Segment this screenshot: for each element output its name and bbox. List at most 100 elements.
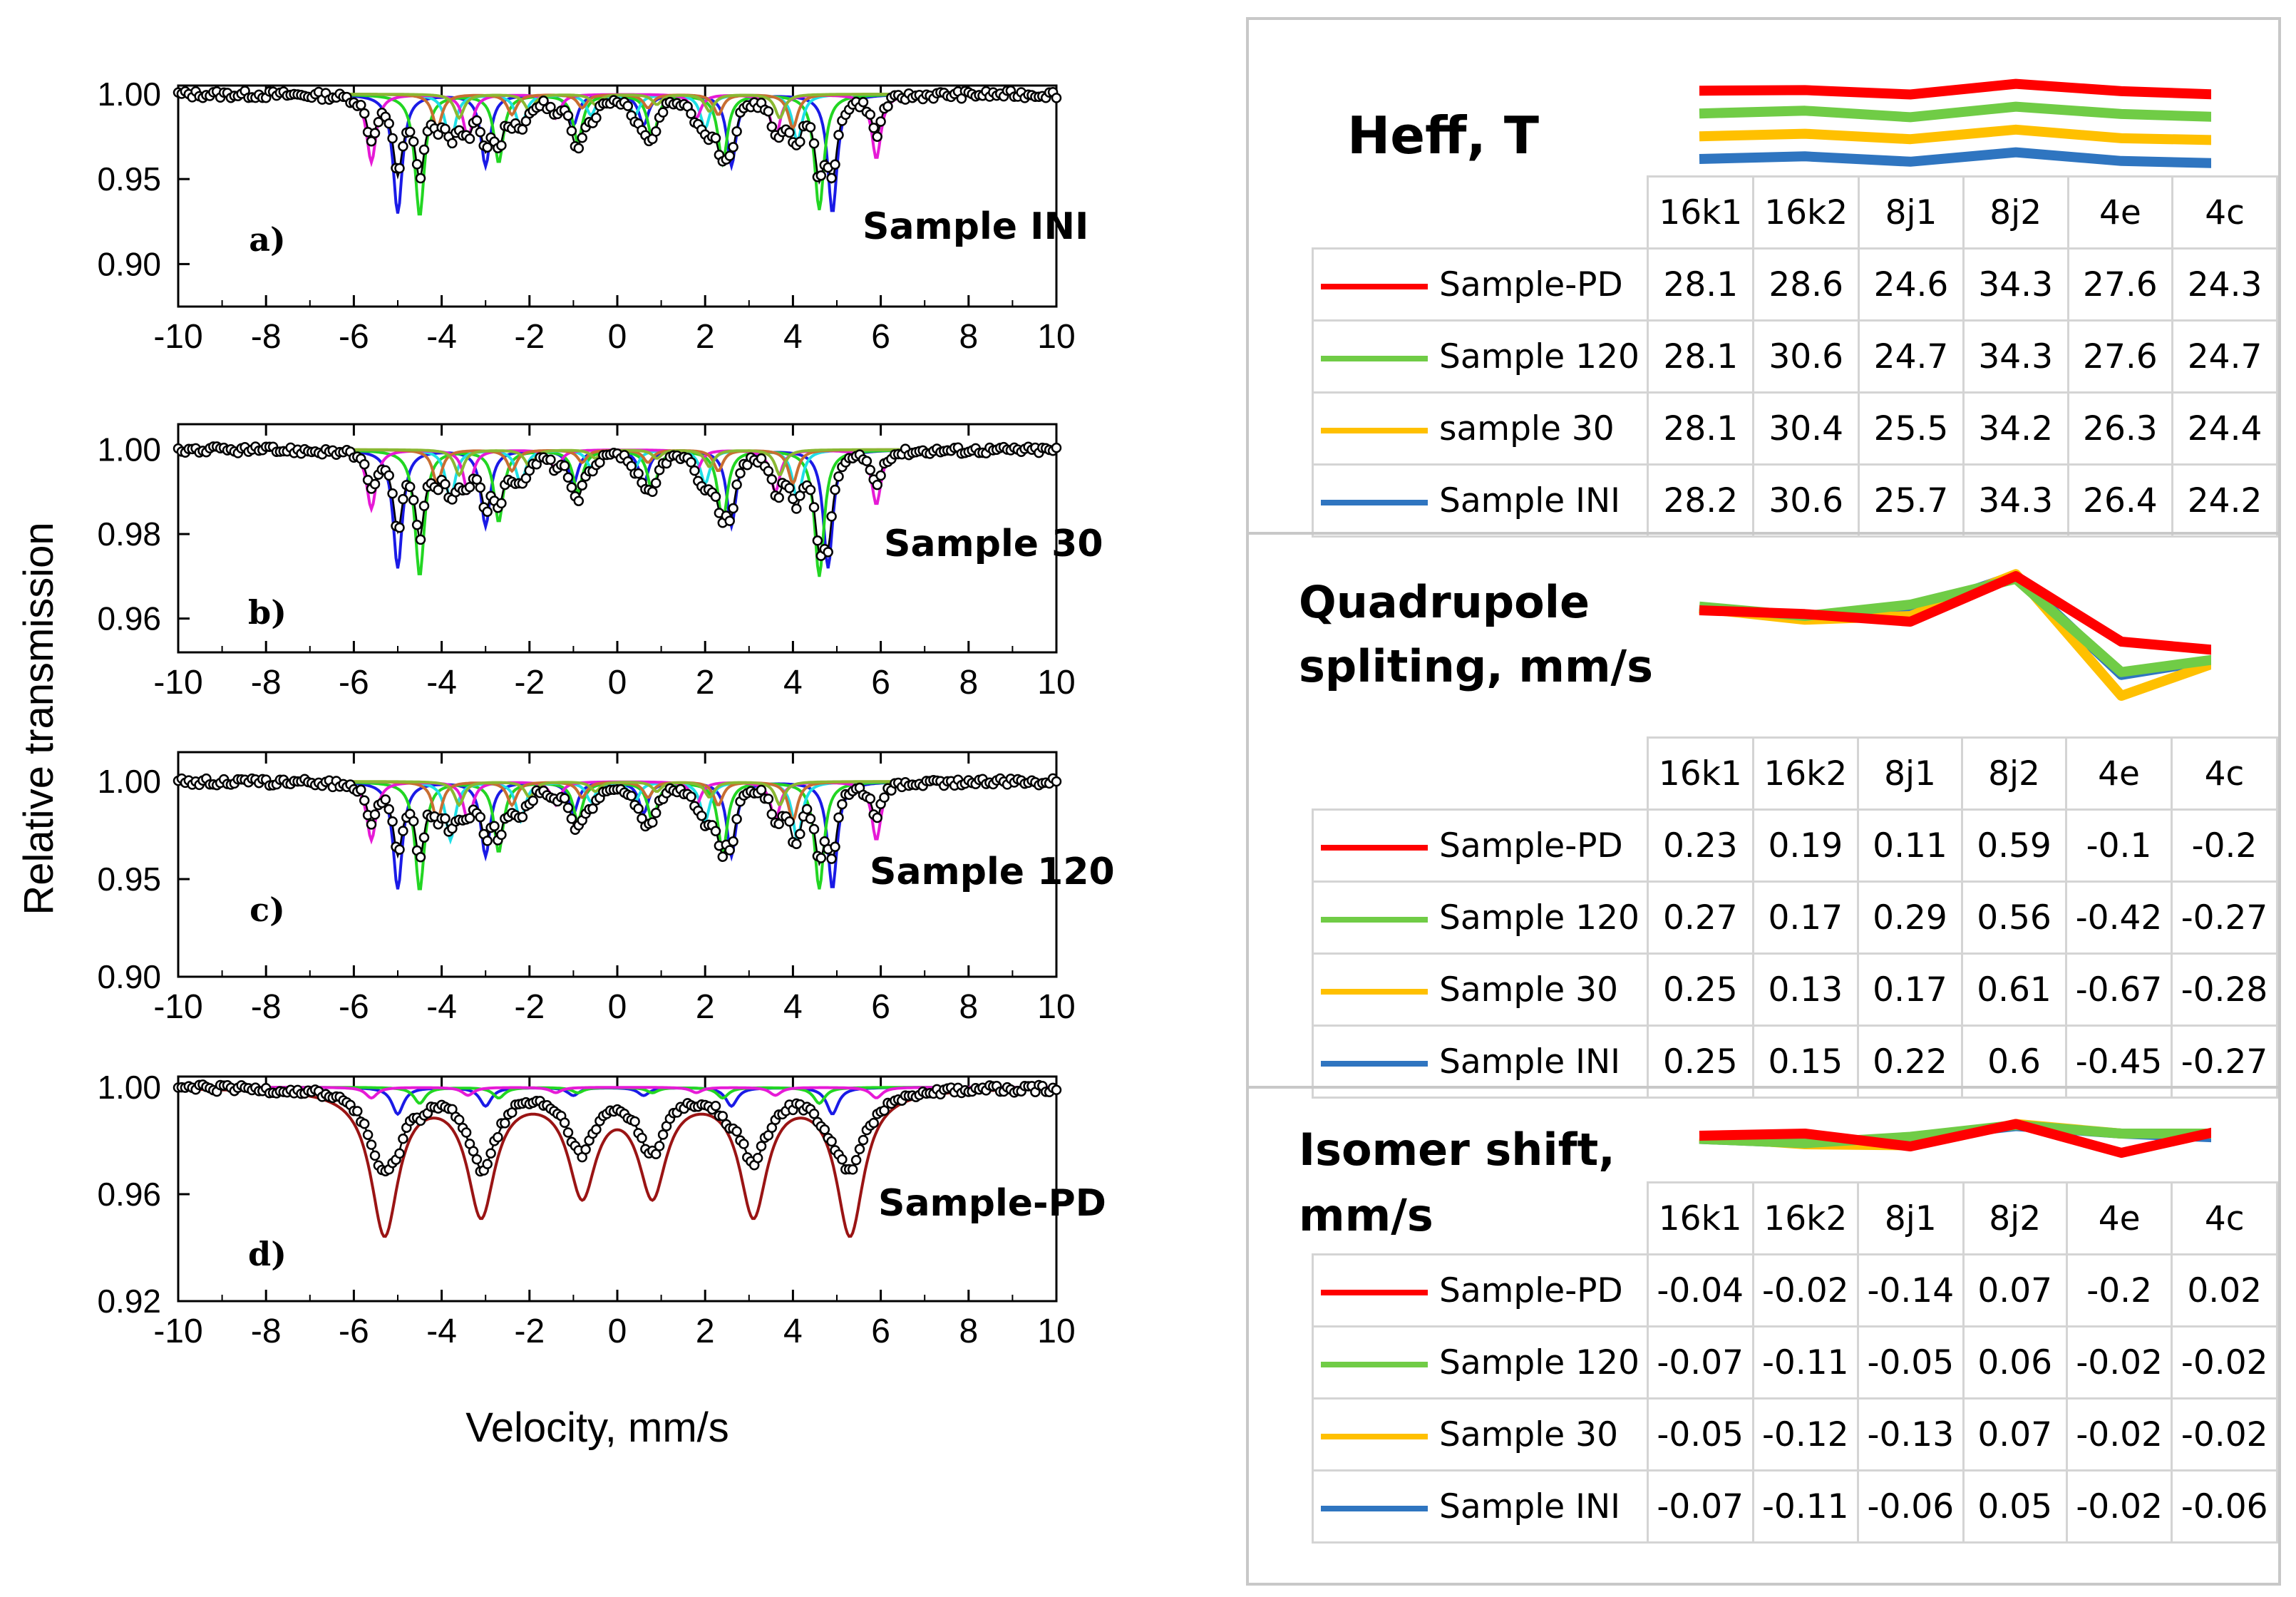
data-point <box>559 461 570 471</box>
data-point <box>808 502 820 513</box>
data-point <box>562 472 574 483</box>
data-point <box>573 495 585 506</box>
column-header: 4e <box>2066 175 2174 250</box>
data-point <box>482 142 493 153</box>
series-label: Sample 120 <box>1311 880 1649 955</box>
table-cell: -0.42 <box>2065 880 2173 955</box>
data-point <box>791 838 802 850</box>
data-point <box>577 480 587 491</box>
table-cell: 0.61 <box>1961 952 2068 1027</box>
data-point <box>538 96 549 106</box>
data-point <box>562 110 574 121</box>
data-point <box>865 464 876 476</box>
quadrupole-table: 16k1 16k2 8j1 8j2 4e 4c Sample-PD 0.23 0… <box>1311 736 2279 1099</box>
data-point <box>812 535 823 546</box>
data-point <box>858 96 869 108</box>
trend-line <box>1699 574 2211 677</box>
table-cell: -0.2 <box>2170 808 2279 883</box>
table-row: Sample 30 -0.05 -0.12 -0.13 0.07 -0.02 -… <box>1312 1397 2278 1472</box>
table-cell: 0.11 <box>1856 808 1964 883</box>
table-cell: -0.02 <box>2171 1397 2278 1472</box>
data-point <box>868 123 879 133</box>
data-point <box>464 813 475 823</box>
data-point <box>731 1126 742 1137</box>
y-tick-label: 0.96 <box>97 1176 161 1213</box>
data-point <box>808 1108 820 1119</box>
data-point <box>489 821 500 832</box>
isomer-trend-chart <box>1699 1119 2211 1158</box>
table-cell: 24.7 <box>1858 319 1965 394</box>
table-cell: 0.15 <box>1751 1025 1860 1099</box>
x-tick-label: -6 <box>339 1313 369 1350</box>
sample-title: Sample-PD <box>878 1182 1106 1225</box>
data-point <box>735 468 746 479</box>
y-tick-label: 0.96 <box>97 600 161 637</box>
legend-swatch <box>1321 989 1428 995</box>
data-point <box>710 826 721 837</box>
x-tick-label: -8 <box>251 1313 282 1350</box>
table-cell: -0.2 <box>2065 1253 2173 1328</box>
table-cell: 0.05 <box>1962 1469 2068 1544</box>
data-point <box>791 503 802 514</box>
data-point <box>756 784 767 796</box>
table-cell: -0.11 <box>1751 1325 1860 1400</box>
isomer-table: 16k1 16k2 8j1 8j2 4e 4c Sample-PD -0.04 … <box>1312 1181 2278 1544</box>
data-point <box>872 812 882 823</box>
data-point <box>622 101 634 111</box>
heff-title: Heff, T <box>1347 106 1539 165</box>
heff-trend-chart <box>1699 78 2211 168</box>
data-point <box>394 1148 405 1159</box>
table-cell: 24.4 <box>2171 391 2278 466</box>
table-cell: 24.2 <box>2171 463 2278 538</box>
data-point <box>1051 93 1062 103</box>
x-tick-label: 2 <box>696 988 715 1026</box>
x-tick-label: 4 <box>783 1313 803 1350</box>
x-tick-label: 6 <box>871 318 890 356</box>
data-point <box>591 1124 602 1135</box>
data-point <box>1051 1084 1062 1096</box>
x-tick-label: -4 <box>426 664 457 702</box>
table-cell: -0.12 <box>1751 1397 1860 1472</box>
table-cell: -0.11 <box>1751 1469 1860 1544</box>
series-name: Sample 120 <box>1439 1342 1639 1382</box>
data-point <box>1051 776 1062 787</box>
table-cell: 26.3 <box>2066 391 2174 466</box>
legend-swatch <box>1321 284 1428 289</box>
data-point <box>380 794 391 805</box>
data-point <box>710 133 721 143</box>
data-point <box>418 500 430 511</box>
quadrupole-title-line1: Quadrupole <box>1299 576 1590 628</box>
table-cell: -0.02 <box>1751 1253 1860 1328</box>
x-tick-label: 4 <box>783 988 803 1026</box>
x-tick-label: 2 <box>696 318 715 356</box>
table-cell: 24.6 <box>1858 247 1965 322</box>
data-point <box>833 471 844 482</box>
column-header: 16k2 <box>1751 1181 1860 1255</box>
data-point <box>837 798 848 810</box>
y-tick-label: 0.92 <box>97 1283 161 1320</box>
data-point <box>830 841 840 853</box>
column-header: 16k1 <box>1647 736 1754 811</box>
data-point <box>826 511 837 522</box>
data-point <box>440 478 451 490</box>
data-point <box>738 1139 749 1149</box>
data-point <box>464 133 475 144</box>
series-name: Sample INI <box>1439 1042 1621 1082</box>
data-point <box>464 482 475 493</box>
x-tick-label: -6 <box>339 988 369 1026</box>
data-point <box>475 482 486 493</box>
series-name: Sample 120 <box>1439 337 1639 376</box>
column-header: 8j1 <box>1856 736 1964 811</box>
data-point <box>471 115 483 126</box>
data-point <box>362 1129 374 1140</box>
legend-swatch <box>1321 917 1428 923</box>
data-point <box>815 170 827 181</box>
data-point <box>805 484 816 495</box>
table-cell: 0.29 <box>1856 880 1964 955</box>
table-cell: 25.5 <box>1858 391 1965 466</box>
data-point <box>415 534 426 545</box>
data-point <box>573 143 585 154</box>
quadrupole-title: Quadrupole spliting, mm/s <box>1299 570 1653 699</box>
table-row: Sample 30 0.25 0.13 0.17 0.61 -0.67 -0.2… <box>1311 952 2279 1027</box>
data-point <box>460 1127 472 1138</box>
